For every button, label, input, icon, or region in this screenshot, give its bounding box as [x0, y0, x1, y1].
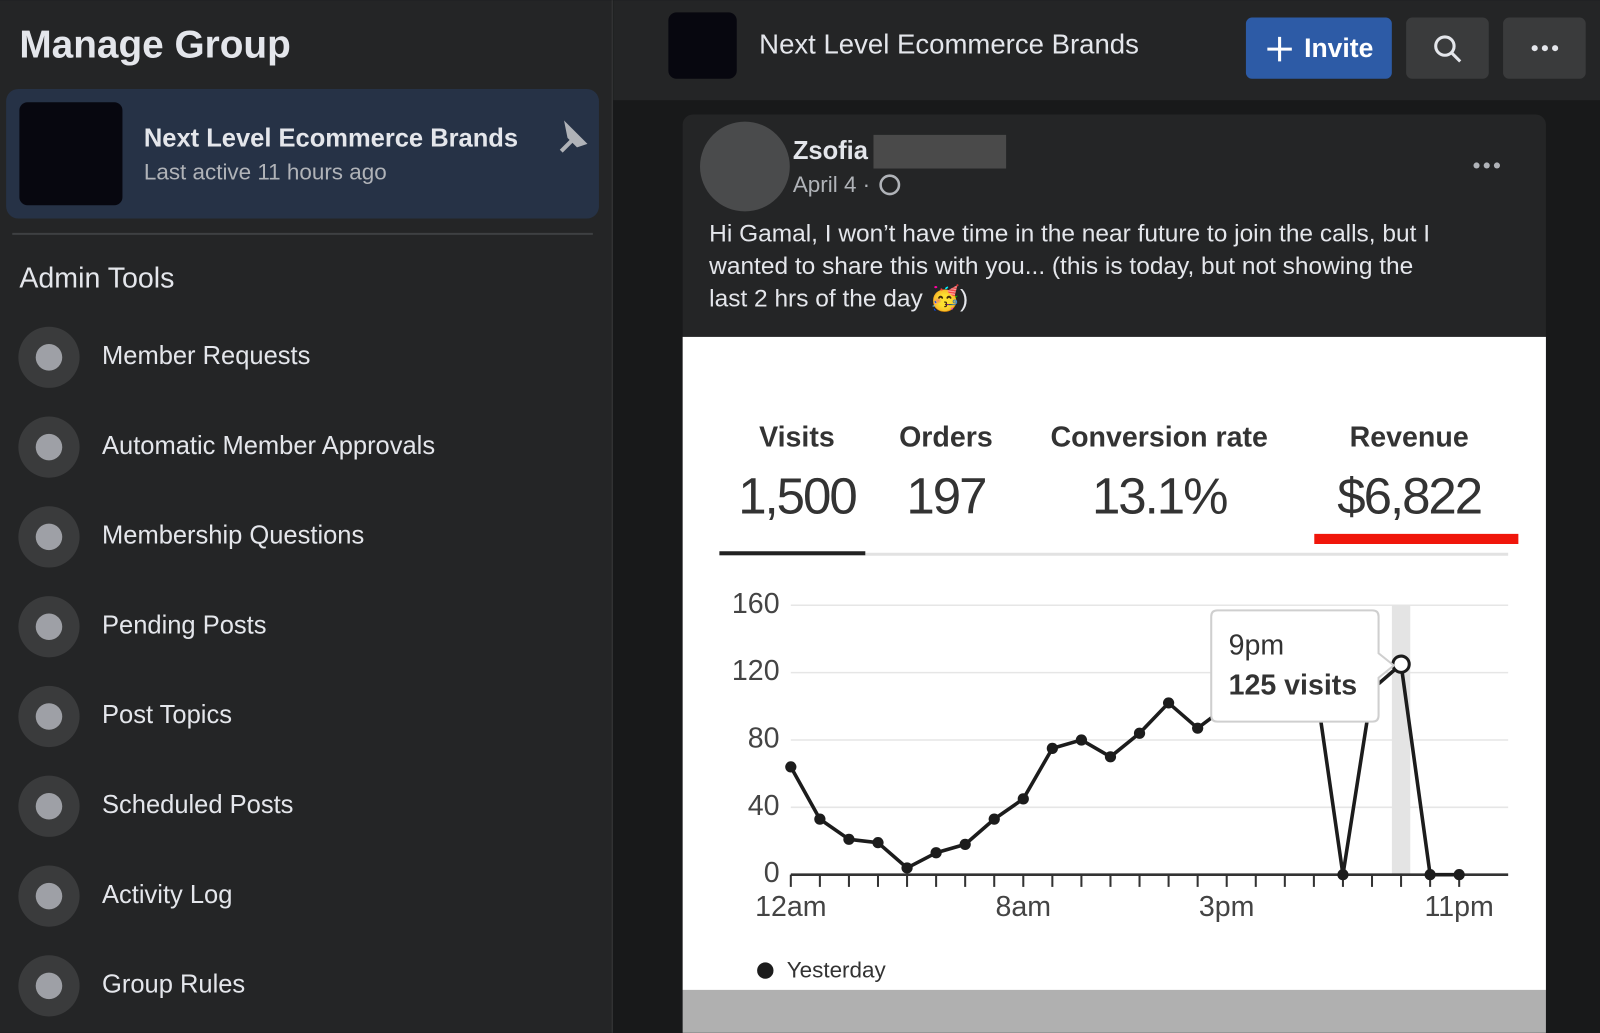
item-glyph — [35, 793, 63, 820]
y-tick-label: 120 — [732, 655, 780, 687]
menu-item[interactable]: Activity Log — [102, 881, 232, 909]
item-glyph — [35, 523, 63, 551]
post-more[interactable] — [1473, 162, 1500, 169]
item-glyph — [35, 703, 63, 730]
data-point — [930, 847, 942, 859]
post-date[interactable]: April 4 · — [793, 172, 870, 197]
data-point — [1133, 727, 1146, 739]
item-glyph — [35, 433, 63, 461]
data-point — [814, 813, 826, 825]
y-tick-label: 40 — [748, 790, 780, 822]
menu-item[interactable]: Pending Posts — [102, 611, 266, 639]
pin-icon[interactable] — [559, 120, 588, 153]
data-point — [1046, 742, 1058, 754]
item-glyph — [35, 344, 63, 371]
menu-item[interactable]: Member Requests — [102, 342, 310, 370]
x-tick-label: 12am — [755, 891, 826, 923]
stat-label: Revenue — [1350, 421, 1469, 453]
stat-value: 1,500 — [738, 468, 856, 525]
data-point — [1337, 869, 1349, 881]
item-glyph — [35, 882, 63, 910]
data-point — [1104, 751, 1117, 763]
tooltip-text: 125 visits — [1229, 669, 1358, 701]
legend-swatch — [757, 962, 774, 979]
invite-label: Invite — [1304, 33, 1373, 63]
redaction — [873, 134, 1007, 169]
header-group-name: Next Level Ecommerce Brands — [759, 28, 1139, 59]
section-title: Admin Tools — [19, 262, 174, 294]
post-text: Hi Gamal, I won’t have time in the near … — [709, 220, 1430, 247]
x-tick-label: 3pm — [1199, 891, 1255, 923]
data-point — [901, 862, 913, 874]
stat-label: Orders — [899, 421, 993, 453]
tooltip — [1210, 609, 1396, 723]
stat-label: Visits — [759, 421, 835, 453]
stat-value: 13.1% — [1092, 468, 1227, 525]
y-tick-label: 0 — [764, 857, 780, 889]
plus-icon — [1267, 36, 1292, 62]
invite-button[interactable] — [1245, 17, 1392, 79]
stat-label: Conversion rate — [1050, 421, 1267, 453]
sidebar-title: Manage Group — [19, 23, 290, 66]
item-glyph — [35, 972, 63, 1000]
post-text: wanted to share this with you... (this i… — [708, 253, 1413, 280]
hover-ring — [1391, 654, 1411, 674]
stat-value: $6,822 — [1337, 468, 1481, 525]
data-point — [1424, 869, 1436, 881]
privacy-icon — [879, 174, 901, 196]
data-point — [1017, 793, 1029, 805]
data-point — [988, 813, 1000, 825]
item-glyph — [35, 613, 63, 640]
search-icon — [1434, 35, 1456, 57]
group-card[interactable] — [6, 88, 599, 219]
menu-item[interactable]: Automatic Member Approvals — [102, 432, 435, 460]
data-point — [843, 833, 855, 845]
hover-band — [1391, 605, 1411, 875]
data-point — [1192, 722, 1204, 734]
y-tick-label: 80 — [748, 723, 780, 755]
menu-item[interactable]: Group Rules — [102, 971, 245, 999]
data-point — [872, 837, 884, 849]
search-icon-handle — [1450, 52, 1462, 63]
header-logo — [668, 12, 737, 79]
group-name: Next Level Ecommerce Brands — [144, 125, 518, 153]
author[interactable]: Zsofia — [793, 137, 869, 165]
tooltip-title: 9pm — [1229, 630, 1285, 662]
menu-item[interactable]: Post Topics — [102, 701, 232, 729]
more-icon — [1531, 45, 1559, 52]
group-status: Last active 11 hours ago — [144, 160, 387, 185]
menu-item[interactable]: Membership Questions — [102, 522, 364, 550]
series-line — [789, 662, 1460, 877]
data-point — [959, 838, 971, 850]
post-text: last 2 hrs of the day 🥳) — [709, 284, 968, 313]
data-point — [1075, 734, 1088, 746]
x-tick-label: 11pm — [1425, 891, 1494, 923]
x-tick-label: 8am — [996, 891, 1052, 923]
stat-value: 197 — [906, 468, 985, 525]
data-point — [1453, 869, 1465, 881]
avatar[interactable] — [700, 121, 790, 212]
menu-item[interactable]: Scheduled Posts — [102, 791, 293, 819]
image-footer — [682, 989, 1546, 1033]
legend-label: Yesterday — [787, 958, 887, 983]
group-logo — [19, 102, 123, 206]
data-point — [785, 761, 797, 773]
data-point — [1162, 697, 1175, 709]
search-button[interactable] — [1406, 17, 1489, 79]
y-tick-label: 160 — [732, 588, 780, 620]
